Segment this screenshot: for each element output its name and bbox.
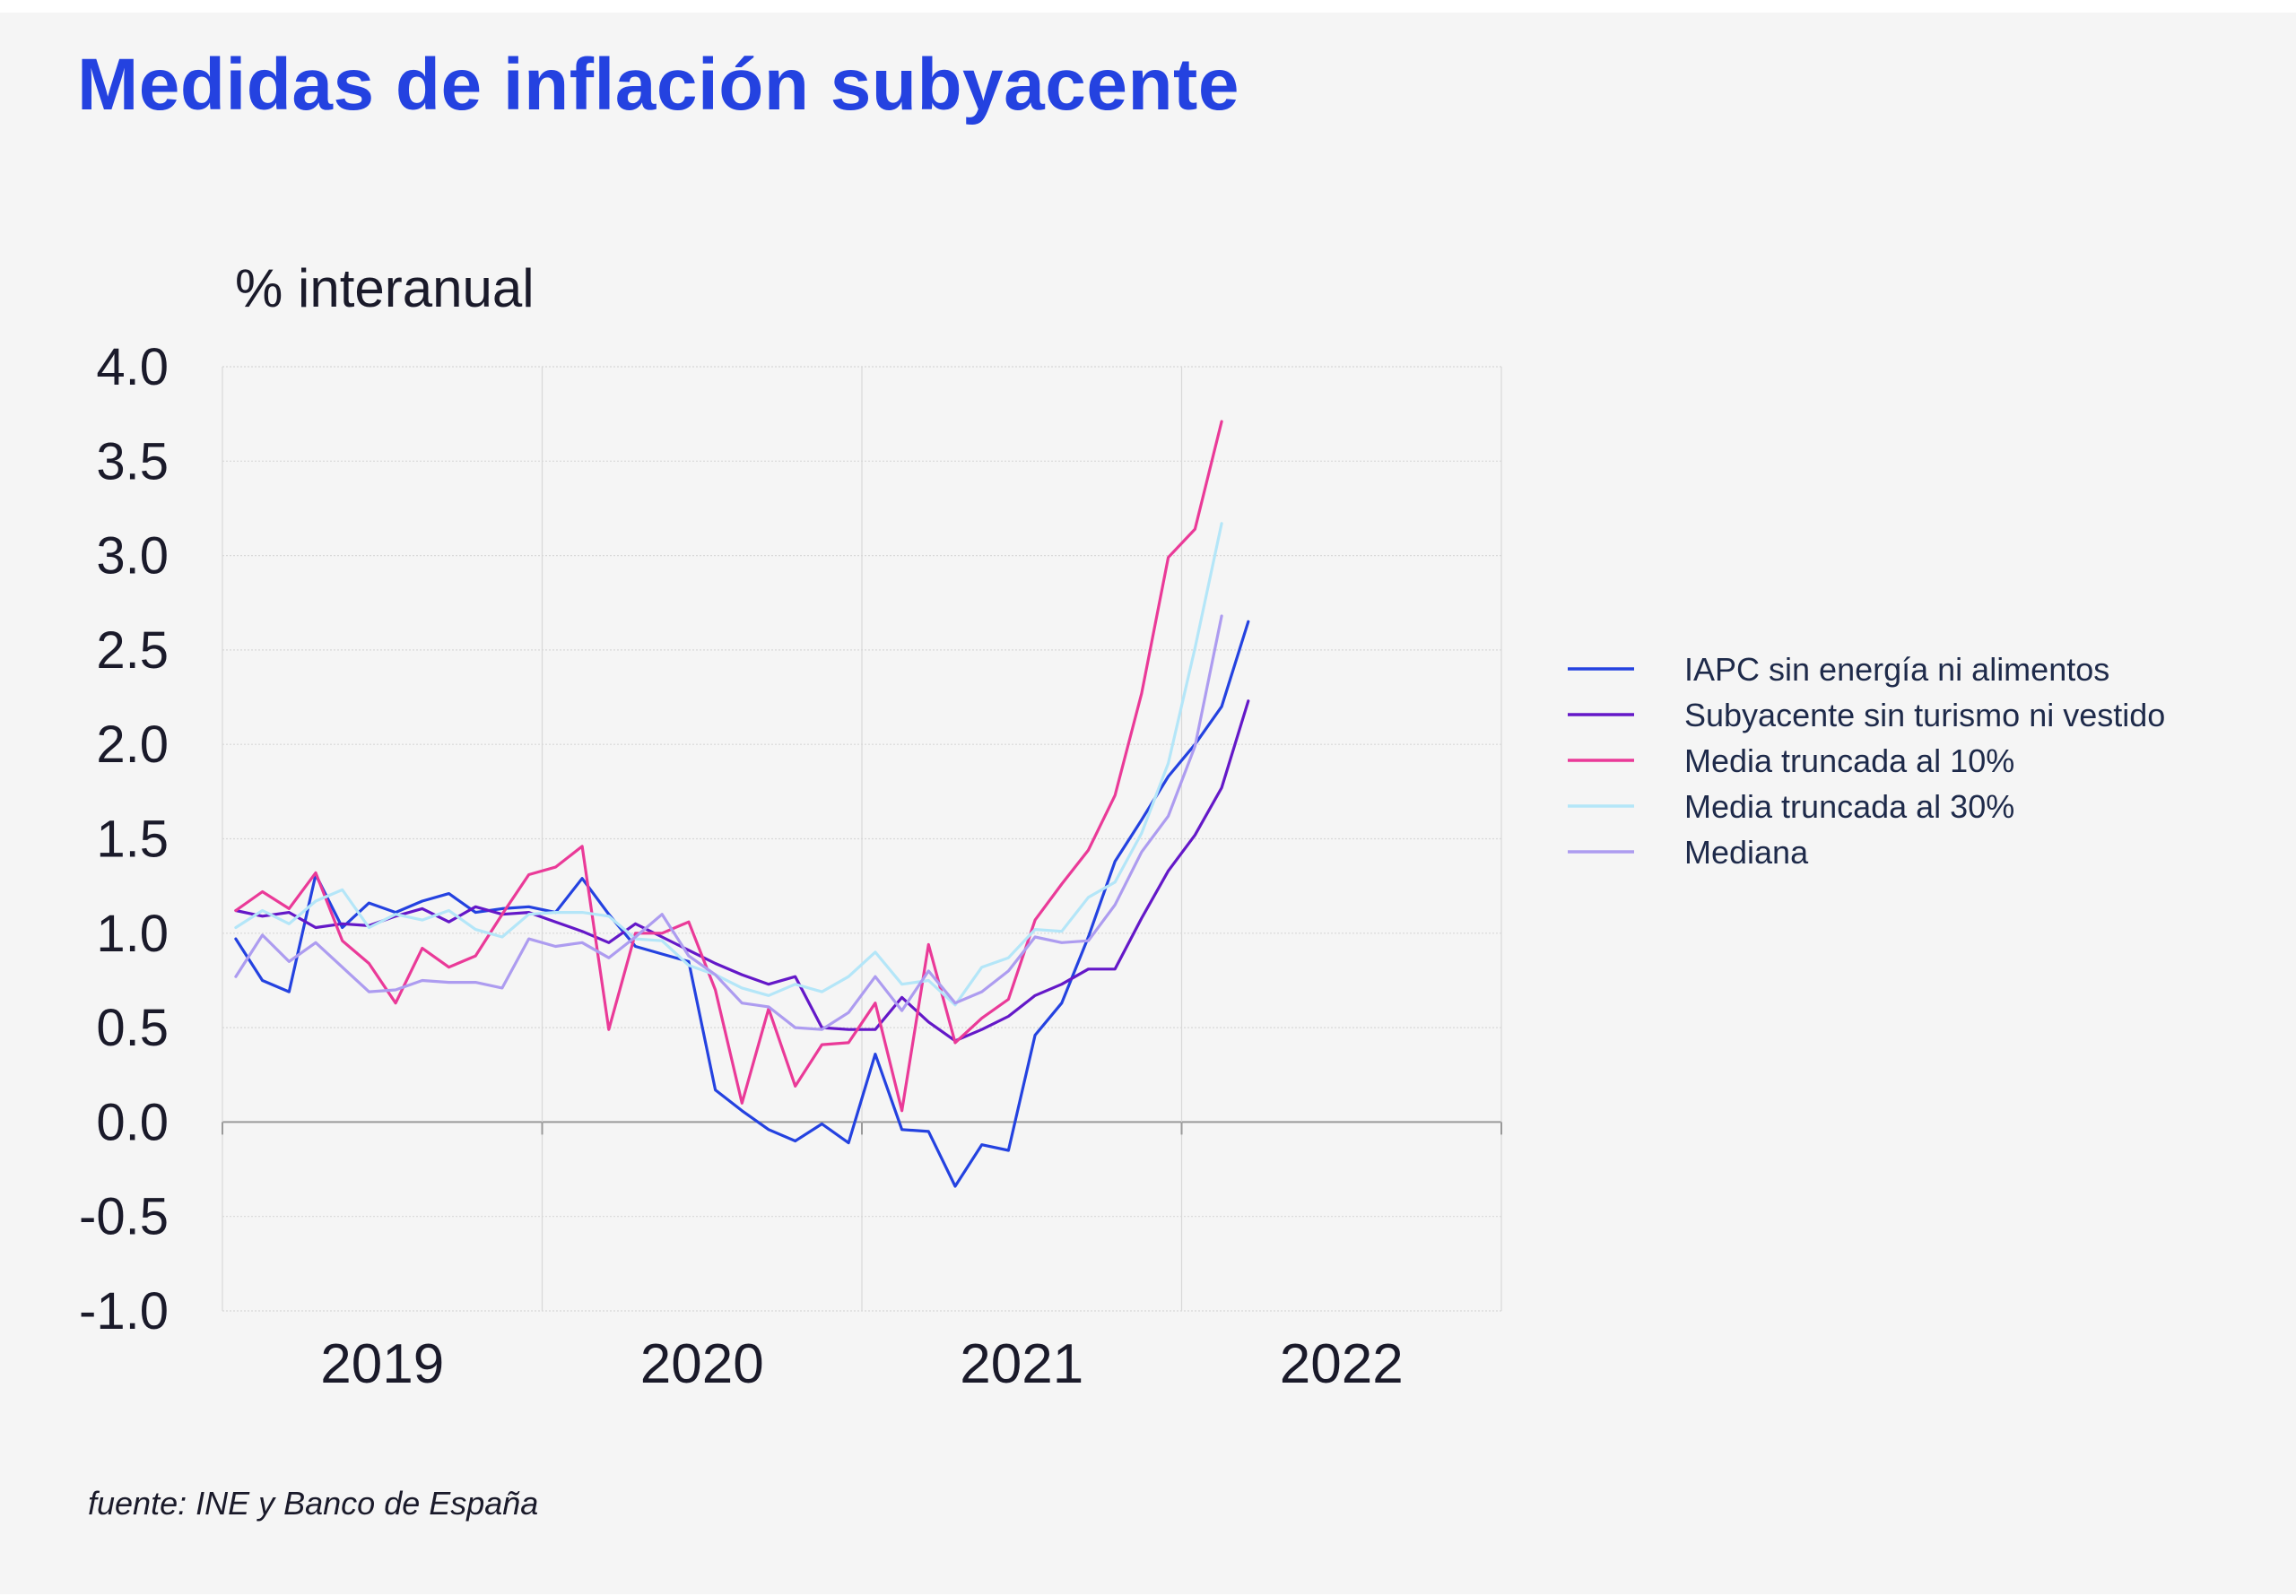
legend-label: Mediana xyxy=(1684,834,1809,871)
y-tick-label: 1.0 xyxy=(96,905,169,963)
axes: 4.0 3.5 3.0 2.5 2.0 1.5 1.0 0.5 0.0 -0.5 -1.0 2019 2… xyxy=(79,338,1502,1395)
x-tick-label: 2022 xyxy=(1280,1333,1404,1395)
legend-label: Media truncada al 10% xyxy=(1684,742,2014,779)
legend-label: Subyacente sin turismo ni vestido xyxy=(1684,697,2165,733)
series-line-2 xyxy=(234,699,1250,1043)
y-tick-label: 3.0 xyxy=(96,527,169,585)
x-tick-label: 2019 xyxy=(320,1333,444,1395)
y-tick-label: 2.5 xyxy=(96,621,169,680)
x-tick-label: 2020 xyxy=(640,1333,764,1395)
legend: IAPC sin energía ni alimentos Subyacente … xyxy=(1568,651,2165,871)
y-tick-label: 2.0 xyxy=(96,716,169,774)
series-line-5 xyxy=(234,614,1223,1031)
y-axis-label: % interanual xyxy=(235,258,535,318)
y-tick-label: -1.0 xyxy=(79,1282,169,1340)
grid xyxy=(222,366,1502,1312)
source-note: fuente: INE y Banco de España xyxy=(88,1485,539,1522)
y-tick-label: 4.0 xyxy=(96,338,169,396)
page-title: Medidas de inflación subyacente xyxy=(77,44,1239,126)
y-tick-label: 0.0 xyxy=(96,1093,169,1151)
series-line-3 xyxy=(234,420,1223,1113)
y-tick-label: 0.5 xyxy=(96,999,169,1057)
x-tick-label: 2021 xyxy=(960,1333,1083,1395)
y-tick-label: -0.5 xyxy=(79,1188,169,1246)
y-tick-label: 3.5 xyxy=(96,432,169,490)
series xyxy=(234,420,1250,1188)
y-tick-label: 1.5 xyxy=(96,811,169,869)
legend-label: Media truncada al 30% xyxy=(1684,788,2014,825)
chart-card xyxy=(0,13,2296,1594)
series-line-1 xyxy=(234,620,1250,1188)
series-line-4 xyxy=(234,522,1223,1007)
legend-label: IAPC sin energía ni alimentos xyxy=(1684,651,2109,688)
